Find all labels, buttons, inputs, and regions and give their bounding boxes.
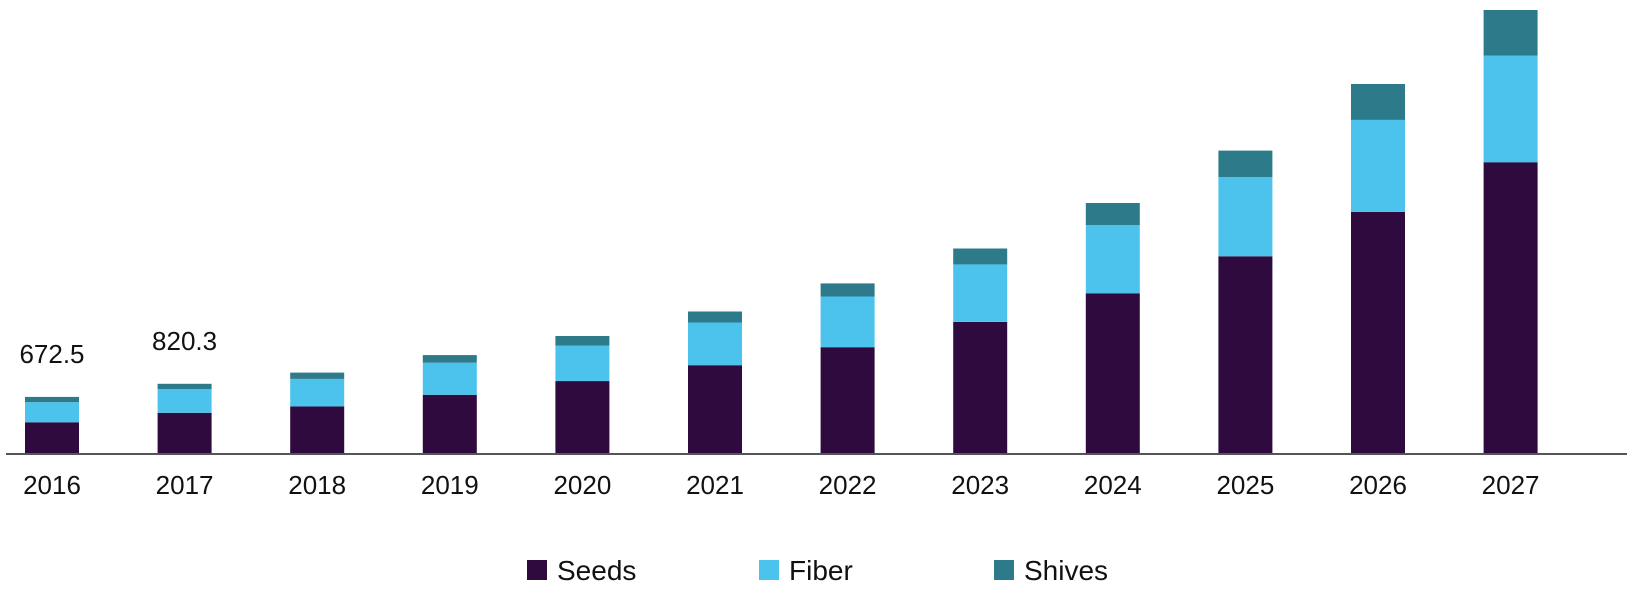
bar-shives-2025 <box>1218 150 1273 177</box>
bar-seeds-2025 <box>1218 256 1273 454</box>
bar-shives-2019 <box>422 355 477 363</box>
bar-fiber-2027 <box>1483 55 1538 163</box>
bar-fiber-2025 <box>1218 177 1273 257</box>
x-tick-labels: 2016 2017 2018 2019 2020 2021 2022 2023 2024 2025… <box>23 470 1539 500</box>
bar-fiber-2026 <box>1351 119 1405 212</box>
x-tick-label: 2025 <box>1216 470 1274 500</box>
legend-label-seeds: Seeds <box>557 555 636 586</box>
x-tick-label: 2027 <box>1482 470 1540 500</box>
bar-fiber-2021 <box>688 322 742 366</box>
x-tick-label: 2017 <box>156 470 214 500</box>
bar-shives-2026 <box>1351 84 1405 120</box>
bar-shives-2018 <box>290 372 345 379</box>
data-label-2016: 672.5 <box>19 339 84 369</box>
x-tick-label: 2019 <box>421 470 479 500</box>
x-tick-label: 2018 <box>288 470 346 500</box>
bar-shives-2016 <box>25 396 79 403</box>
bar-seeds-2023 <box>953 321 1008 454</box>
bar-shives-2023 <box>953 248 1008 265</box>
bar-seeds-2016 <box>25 422 79 454</box>
bar-shives-2027 <box>1483 10 1538 56</box>
bar-seeds-2019 <box>422 394 477 454</box>
bar-shives-2021 <box>688 311 742 323</box>
bar-seeds-2017 <box>157 412 212 454</box>
bar-shives-2017 <box>157 383 212 390</box>
x-tick-label: 2022 <box>819 470 877 500</box>
bar-fiber-2022 <box>820 296 875 348</box>
legend-swatch-shives <box>994 560 1014 580</box>
bar-seeds-2026 <box>1351 211 1405 454</box>
data-labels: 672.5 820.3 <box>19 326 217 369</box>
bar-fiber-2024 <box>1085 225 1140 294</box>
bar-fiber-2016 <box>25 402 79 423</box>
bar-seeds-2022 <box>820 347 875 454</box>
bar-seeds-2020 <box>555 381 610 454</box>
bar-fiber-2023 <box>953 264 1008 322</box>
x-tick-label: 2023 <box>951 470 1009 500</box>
x-tick-label: 2026 <box>1349 470 1407 500</box>
legend-label-shives: Shives <box>1024 555 1108 586</box>
x-tick-label: 2016 <box>23 470 81 500</box>
bar-seeds-2021 <box>688 365 742 454</box>
bar-fiber-2018 <box>290 378 345 407</box>
x-tick-label: 2024 <box>1084 470 1142 500</box>
legend-swatch-seeds <box>527 560 547 580</box>
bar-fiber-2019 <box>422 362 477 395</box>
bar-seeds-2024 <box>1085 293 1140 454</box>
bar-seeds-2018 <box>290 406 345 454</box>
data-label-2017: 820.3 <box>152 326 217 356</box>
bars-group <box>25 10 1538 454</box>
bar-shives-2020 <box>555 336 610 346</box>
bar-shives-2024 <box>1085 203 1140 226</box>
x-tick-label: 2020 <box>553 470 611 500</box>
legend-label-fiber: Fiber <box>789 555 853 586</box>
bar-fiber-2017 <box>157 389 212 413</box>
x-tick-label: 2021 <box>686 470 744 500</box>
legend-swatch-fiber <box>759 560 779 580</box>
bar-seeds-2027 <box>1483 162 1538 454</box>
bar-fiber-2020 <box>555 345 610 381</box>
bar-shives-2022 <box>820 283 875 297</box>
legend: Seeds Fiber Shives <box>527 555 1108 586</box>
